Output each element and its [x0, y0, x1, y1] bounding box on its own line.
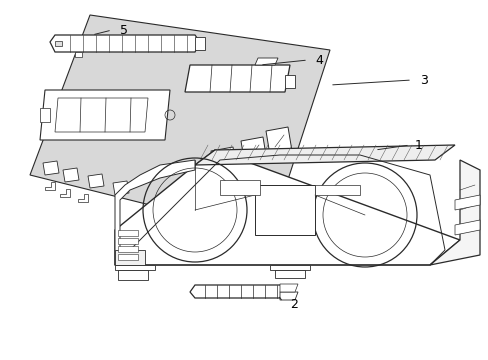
Polygon shape	[55, 41, 62, 46]
Polygon shape	[113, 181, 129, 195]
Polygon shape	[55, 98, 148, 132]
Polygon shape	[195, 37, 204, 50]
Polygon shape	[269, 265, 309, 270]
Polygon shape	[118, 246, 138, 252]
Polygon shape	[118, 238, 138, 244]
Text: 1: 1	[414, 139, 422, 152]
Text: 5: 5	[120, 23, 128, 36]
Polygon shape	[210, 147, 237, 175]
Polygon shape	[78, 194, 88, 202]
Polygon shape	[115, 160, 195, 265]
Polygon shape	[118, 230, 138, 236]
Polygon shape	[285, 75, 294, 88]
Polygon shape	[40, 90, 170, 140]
Polygon shape	[265, 127, 291, 155]
Polygon shape	[50, 35, 200, 52]
Polygon shape	[30, 15, 329, 235]
Polygon shape	[280, 284, 297, 292]
Polygon shape	[63, 168, 79, 182]
Polygon shape	[274, 270, 305, 278]
Polygon shape	[43, 161, 59, 175]
Text: 2: 2	[289, 298, 297, 311]
Polygon shape	[454, 195, 479, 210]
Polygon shape	[115, 265, 155, 270]
Polygon shape	[254, 185, 314, 235]
Polygon shape	[40, 108, 50, 122]
Text: 4: 4	[314, 54, 322, 67]
Polygon shape	[60, 189, 70, 197]
Polygon shape	[115, 250, 145, 265]
Text: 3: 3	[419, 73, 427, 86]
Polygon shape	[280, 292, 297, 300]
Polygon shape	[190, 285, 285, 298]
Polygon shape	[118, 270, 148, 280]
Polygon shape	[88, 174, 104, 188]
Polygon shape	[195, 145, 454, 165]
Polygon shape	[118, 254, 138, 260]
Polygon shape	[184, 65, 289, 92]
Polygon shape	[241, 137, 266, 165]
Polygon shape	[254, 58, 278, 65]
Polygon shape	[454, 220, 479, 235]
Polygon shape	[314, 185, 359, 195]
Polygon shape	[75, 52, 82, 57]
Polygon shape	[220, 180, 260, 195]
Polygon shape	[115, 150, 459, 265]
Polygon shape	[45, 182, 55, 190]
Polygon shape	[429, 160, 479, 265]
